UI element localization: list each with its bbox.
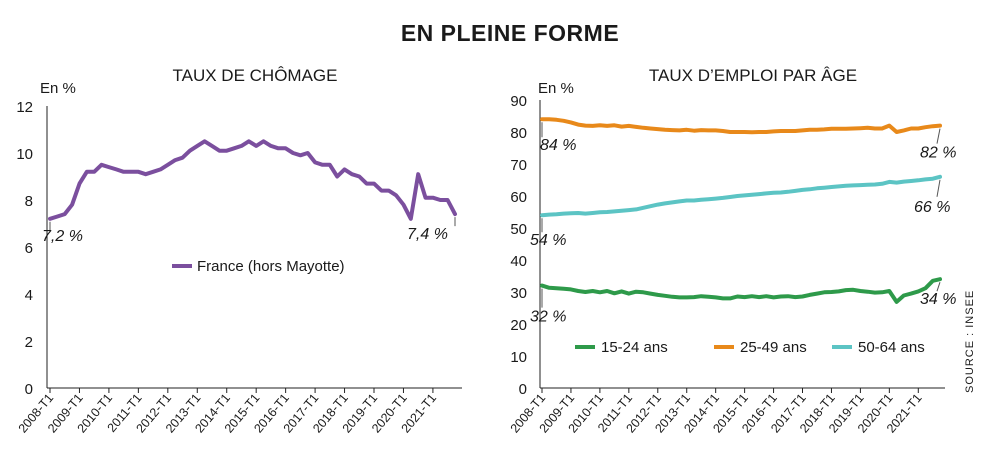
employment-ytick-label: 80: [510, 125, 527, 142]
employment-annotation-label: 66 %: [914, 199, 950, 216]
unemployment-ytick-label: 6: [25, 240, 33, 257]
unemployment-unit-label: En %: [40, 80, 76, 97]
employment-annotation-label: 34 %: [920, 291, 956, 308]
employment-ytick-label: 40: [510, 253, 527, 270]
unemployment-ytick-label: 8: [25, 193, 33, 210]
employment-series-line-25-49-ans: [540, 117, 942, 135]
unemployment-series-line-france-hors-mayotte-: [48, 139, 457, 221]
employment-ytick-label: 30: [510, 285, 527, 302]
employment-annotation-leader: [936, 282, 941, 292]
employment-series-line-50-64-ans: [540, 174, 942, 218]
employment-annotation-leader: [936, 128, 941, 144]
unemployment-ytick-label: 10: [16, 146, 33, 163]
employment-series-line-15-24-ans: [540, 277, 942, 304]
employment-annotation-label: 54 %: [530, 232, 566, 249]
legend-label-france: France (hors Mayotte): [197, 258, 345, 275]
unemployment-chart-title: TAUX DE CHÔMAGE: [173, 66, 338, 85]
source-credit: SOURCE : INSEE: [964, 290, 976, 393]
employment-annotation-label: 84 %: [540, 137, 576, 154]
employment-ytick-label: 0: [519, 381, 527, 398]
employment-unit-label: En %: [538, 80, 574, 97]
employment-ytick-label: 90: [510, 93, 527, 110]
employment-annotation-leader: [936, 179, 941, 197]
employment-ytick-label: 50: [510, 221, 527, 238]
unemployment-legend: France (hors Mayotte): [172, 258, 345, 275]
employment-ytick-label: 60: [510, 189, 527, 206]
legend-label-25-49: 25-49 ans: [740, 339, 807, 356]
unemployment-ytick-label: 2: [25, 334, 33, 351]
unemployment-ytick-label: 12: [16, 99, 33, 116]
employment-annotation-label: 32 %: [530, 309, 566, 326]
employment-legend: 15-24 ans 25-49 ans 50-64 ans: [575, 339, 925, 356]
employment-ytick-label: 10: [510, 349, 527, 366]
unemployment-ytick-label: 0: [25, 381, 33, 398]
employment-annotation-label: 82 %: [920, 145, 956, 162]
unemployment-ytick-label: 4: [25, 287, 33, 304]
unemployment-annotation-label: 7,4 %: [407, 226, 448, 243]
employment-chart: TAUX D’EMPLOI PAR ÂGE En % 0 10 20 30 40 50 60…: [508, 66, 957, 436]
legend-label-15-24: 15-24 ans: [601, 339, 668, 356]
main-title: EN PLEINE FORME: [400, 20, 620, 46]
unemployment-annotation-label: 7,2 %: [42, 228, 83, 245]
employment-chart-title: TAUX D’EMPLOI PAR ÂGE: [649, 66, 857, 85]
legend-label-50-64: 50-64 ans: [858, 339, 925, 356]
employment-ytick-label: 20: [510, 317, 527, 334]
employment-ytick-label: 70: [510, 157, 527, 174]
